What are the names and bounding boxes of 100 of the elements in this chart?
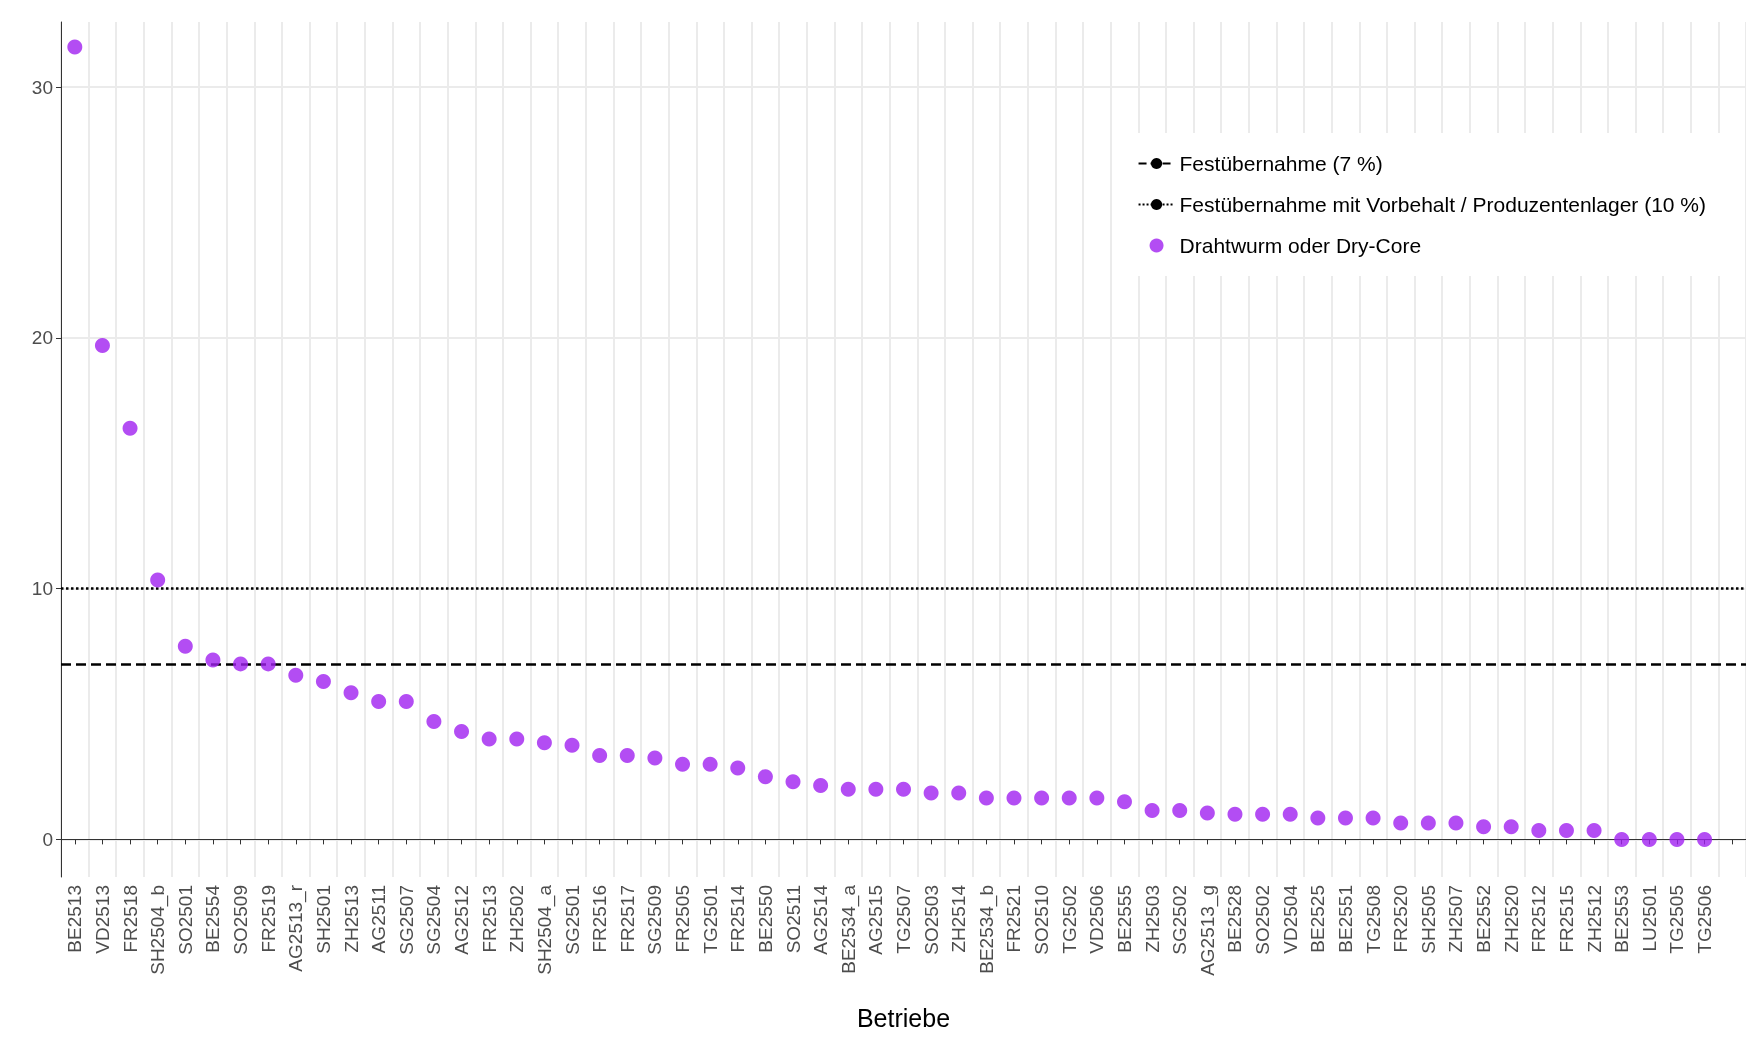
point (509, 731, 525, 747)
x-tick-label: FR2519 (257, 885, 279, 953)
point (1558, 823, 1574, 839)
point (1227, 806, 1243, 822)
x-tick-label: AG2514 (810, 884, 832, 955)
point (1476, 819, 1492, 835)
x-tick-label: BE2555 (1113, 885, 1135, 953)
x-tick-label: VD2513 (91, 885, 113, 954)
point (1117, 794, 1132, 810)
x-tick-label: SG2509 (644, 885, 666, 955)
x-tick-label: ZH2502 (506, 885, 528, 953)
point (1448, 815, 1464, 831)
legend-label: Drahtwurm oder Dry-Core (1179, 234, 1422, 257)
point (1034, 790, 1050, 806)
point (1061, 790, 1077, 806)
point (1614, 831, 1630, 847)
point (647, 750, 663, 766)
x-tick-label: SO2509 (230, 885, 252, 955)
x-tick-label: TG2506 (1694, 885, 1716, 954)
point (481, 731, 497, 747)
x-tick-label: SO2503 (920, 885, 942, 955)
point (592, 747, 608, 763)
point (288, 667, 304, 683)
point (1420, 815, 1436, 831)
x-tick-label: BE2554 (202, 884, 224, 953)
point (260, 656, 276, 672)
x-tick-label: ZH2520 (1500, 885, 1522, 953)
x-tick-label: ZH2513 (340, 885, 362, 953)
point (785, 774, 801, 790)
x-tick-label: BE2525 (1307, 885, 1329, 953)
point (896, 781, 911, 797)
legend-label: Festübernahme mit Vorbehalt / Produzentenlager (10 %) (1179, 193, 1707, 216)
x-tick-label: TG2507 (893, 885, 914, 954)
point (1089, 790, 1105, 806)
point (1282, 806, 1298, 822)
x-tick-label: TG2501 (699, 885, 721, 954)
point (67, 39, 83, 55)
point (1172, 803, 1188, 819)
x-tick-label: FR2514 (727, 884, 749, 953)
point (675, 756, 691, 772)
point (454, 724, 470, 740)
x-tick-label: FR2505 (672, 885, 694, 953)
x-tick-label: FR2515 (1555, 885, 1577, 953)
x-tick-label: LU2501 (1638, 885, 1660, 952)
point (1393, 815, 1409, 831)
x-tick-label: TG2505 (1666, 885, 1688, 954)
point (398, 693, 414, 709)
legend-label: Festübernahme (7 %) (1179, 152, 1383, 175)
point (757, 769, 773, 785)
point (702, 756, 718, 772)
point (1503, 819, 1519, 835)
x-tick-label: BE2551 (1334, 885, 1356, 953)
x-tick-label: FR2516 (589, 885, 611, 953)
x-tick-label: BE2552 (1473, 885, 1495, 953)
x-tick-label: BE2534_a (837, 884, 860, 974)
x-tick-label: ZH2507 (1445, 885, 1467, 953)
x-tick-label: SH2501 (312, 885, 334, 954)
x-tick-label: VD2504 (1279, 884, 1301, 954)
x-tick-label: AG2511 (368, 885, 390, 954)
x-tick-label: ZH2512 (1583, 885, 1605, 953)
x-tick-label: FR2513 (478, 885, 500, 953)
x-tick-label: SH2504_a (533, 884, 556, 975)
point (564, 737, 580, 753)
x-tick-label: SO2502 (1252, 885, 1274, 955)
point (868, 781, 884, 797)
point (536, 735, 552, 751)
point (1641, 831, 1657, 847)
point (619, 747, 635, 763)
point (1337, 810, 1353, 826)
x-tick-label: VD2506 (1086, 885, 1108, 954)
point (813, 777, 829, 793)
point (1006, 790, 1022, 806)
point (94, 337, 110, 353)
x-tick-label: SH2505 (1417, 885, 1439, 954)
x-tick-label: SG2501 (561, 885, 583, 955)
x-tick-label: AG2512 (451, 885, 473, 955)
point (978, 790, 994, 806)
point (233, 656, 249, 672)
point (951, 785, 967, 801)
x-tick-label: SG2507 (395, 885, 417, 955)
point (730, 760, 746, 776)
point (1365, 810, 1381, 826)
point (1255, 806, 1271, 822)
x-tick-label: BE2513 (64, 885, 86, 953)
x-tick-label: FR2521 (1003, 885, 1025, 953)
x-tick-label: TG2502 (1058, 885, 1080, 954)
point (150, 572, 166, 588)
x-tick-label: FR2518 (119, 885, 141, 953)
x-tick-label: FR2520 (1390, 885, 1412, 953)
y-tick-label: 0 (42, 828, 53, 850)
x-tick-label: AG2513_r (285, 884, 308, 972)
point (1199, 805, 1215, 821)
point (1531, 823, 1547, 839)
point (426, 714, 442, 730)
x-tick-label: AG2515 (865, 885, 887, 955)
x-tick-label: AG2513_g (1196, 885, 1219, 976)
x-tick-label: SH2504_b (147, 885, 170, 975)
x-tick-label: SG2502 (1169, 885, 1191, 955)
x-axis-title: Betriebe (856, 1003, 951, 1032)
point (343, 685, 359, 701)
